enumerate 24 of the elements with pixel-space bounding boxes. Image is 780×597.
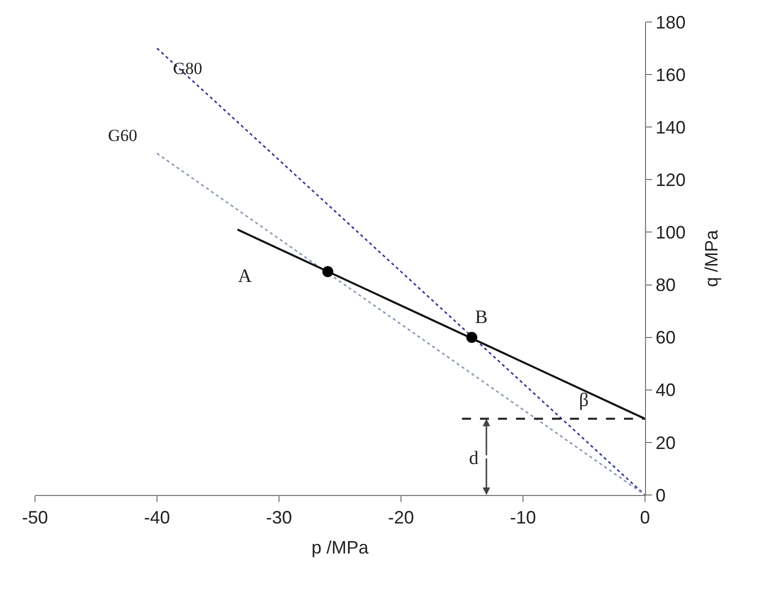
y-tick-label: 0 xyxy=(656,485,666,506)
y-tick-label: 80 xyxy=(656,275,676,296)
annotation: A xyxy=(238,266,252,287)
y-tick-label: 180 xyxy=(656,12,686,32)
x-tick-label: -30 xyxy=(266,508,292,528)
x-tick-label: -40 xyxy=(144,508,170,528)
x-tick-label: -10 xyxy=(510,508,536,528)
series-label: G60 xyxy=(108,126,138,145)
annotation: d xyxy=(469,448,479,469)
x-axis-title: p /MPa xyxy=(311,538,370,558)
x-tick-label: -50 xyxy=(22,508,48,528)
y-tick-label: 60 xyxy=(656,328,676,348)
x-tick-label: -20 xyxy=(388,508,414,528)
y-tick-label: 40 xyxy=(656,380,676,400)
annotation: B xyxy=(475,307,488,328)
y-tick-label: 100 xyxy=(656,222,686,243)
series-label: G80 xyxy=(173,59,202,78)
y-axis-title: q /MPa xyxy=(702,229,722,288)
y-tick-label: 160 xyxy=(656,64,686,85)
annotation: β xyxy=(579,390,589,411)
y-tick-label: 20 xyxy=(656,432,676,453)
x-tick-label: 0 xyxy=(640,508,650,528)
y-tick-label: 120 xyxy=(656,170,686,190)
y-tick-label: 140 xyxy=(656,117,686,138)
